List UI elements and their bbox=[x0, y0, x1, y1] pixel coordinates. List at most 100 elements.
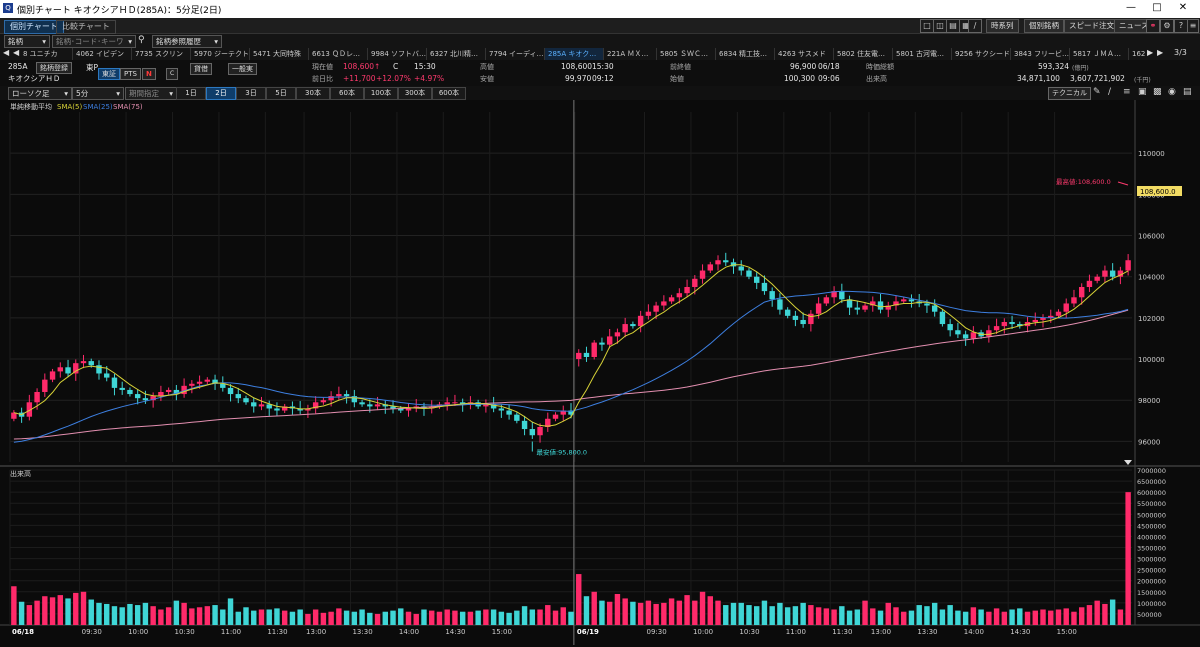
candle-body bbox=[490, 404, 497, 409]
technical-button[interactable]: テクニカル bbox=[1048, 87, 1091, 100]
watchlist-item[interactable]: 1623 ＮＦ鉄… bbox=[1129, 48, 1145, 60]
volume-bar bbox=[730, 602, 737, 625]
price-tick-label: 106000 bbox=[1138, 233, 1165, 241]
candle-body bbox=[591, 342, 597, 357]
volume-bar bbox=[119, 607, 125, 625]
individual-stock-button[interactable]: 個別銘柄 bbox=[1024, 19, 1064, 33]
watchlist-item[interactable]: 9256 サクシード bbox=[952, 48, 1011, 60]
period-button[interactable]: 100本 bbox=[364, 87, 398, 100]
period-button[interactable]: 600本 bbox=[432, 87, 466, 100]
watchlist-item[interactable]: 6327 北川精… bbox=[427, 48, 486, 60]
period-select-dropdown[interactable]: 期間指定 ▾ bbox=[125, 87, 177, 100]
watchlist-item[interactable]: 5471 大同特殊 bbox=[250, 48, 309, 60]
watchlist-item[interactable]: 5970 ジーテクト bbox=[191, 48, 250, 60]
candle-body bbox=[1040, 317, 1046, 320]
save-icon[interactable]: ▣ bbox=[1138, 87, 1147, 97]
tse-button[interactable]: 東証 bbox=[98, 68, 120, 80]
symbol-type-dropdown[interactable]: 銘柄 ▾ bbox=[4, 35, 50, 48]
tab-individual-chart[interactable]: 個別チャート bbox=[4, 20, 64, 34]
volume-bar bbox=[281, 610, 288, 625]
watchlist-item[interactable]: 7735 スクリン bbox=[132, 48, 191, 60]
chart-area[interactable]: 単純移動平均 SMA(5) SMA(25) SMA(75) 出来高 96000 9… bbox=[0, 100, 1200, 645]
tab-compare-chart[interactable]: 比較チャート bbox=[56, 20, 116, 34]
timeseries-button[interactable]: 時系列 bbox=[986, 19, 1019, 33]
watchlist-item[interactable]: 5817 ＪＭＡ… bbox=[1070, 48, 1129, 60]
volume-tick-label: 2000000 bbox=[1137, 578, 1166, 586]
watchlist-item[interactable]: 5802 住友電… bbox=[834, 48, 893, 60]
pts-button[interactable]: PTS bbox=[120, 68, 141, 80]
watchlist-item[interactable]: 4263 サスメド bbox=[775, 48, 834, 60]
price-volume-chart[interactable]: 単純移動平均 SMA(5) SMA(25) SMA(75) 出来高 96000 9… bbox=[0, 100, 1200, 645]
volume-tick-label: 1500000 bbox=[1137, 589, 1166, 597]
volume-bar bbox=[490, 609, 497, 625]
pen-icon[interactable]: ✎ bbox=[1093, 87, 1101, 97]
watchlist-item[interactable]: 6613 ＱＤレ… bbox=[309, 48, 368, 60]
search-icon[interactable]: ⚲ bbox=[138, 35, 145, 45]
volume-bar bbox=[877, 610, 884, 625]
layout-single-icon[interactable]: □ bbox=[920, 19, 934, 33]
volume-bar bbox=[754, 606, 760, 625]
folder-icon[interactable]: ▩ bbox=[1153, 87, 1162, 97]
low-time: 09:12 bbox=[592, 74, 614, 83]
watchlist-item[interactable]: 221A ＭＸ… bbox=[604, 48, 657, 60]
link-icon[interactable]: ⚭ bbox=[1146, 19, 1160, 33]
period-button[interactable]: 60本 bbox=[330, 87, 364, 100]
watchlist-item[interactable]: 4062 イビデン bbox=[73, 48, 132, 60]
period-button[interactable]: 300本 bbox=[398, 87, 432, 100]
drawing-line-icon[interactable]: ∕ bbox=[968, 19, 982, 33]
candle-body bbox=[924, 303, 930, 306]
candle-body bbox=[645, 311, 652, 316]
time-tick-label: 10:00 bbox=[693, 628, 713, 636]
period-button[interactable]: 30本 bbox=[296, 87, 330, 100]
chart-type-dropdown[interactable]: ローソク足 ▾ bbox=[8, 87, 72, 100]
period-button[interactable]: 2日 bbox=[206, 87, 236, 100]
watchlist-prev-icon[interactable]: ◀ bbox=[13, 48, 20, 57]
watchlist-item[interactable]: 9984 ソフトバ… bbox=[368, 48, 427, 60]
window-menu-icon[interactable]: ≡ bbox=[1187, 19, 1199, 33]
minimize-icon[interactable]: — bbox=[1126, 2, 1136, 13]
candle-body bbox=[653, 305, 659, 312]
candle-body bbox=[429, 406, 435, 409]
watchlist-item[interactable]: 285A キオク… bbox=[545, 48, 604, 60]
watchlist-item[interactable]: 8 ユニチカ bbox=[20, 48, 73, 60]
volume-bar bbox=[537, 609, 543, 625]
watchlist-first-icon[interactable]: ◀ bbox=[3, 48, 10, 57]
volume-bar bbox=[1125, 492, 1131, 625]
candle-body bbox=[901, 299, 907, 302]
watchlist-item[interactable]: 5801 古河電… bbox=[893, 48, 952, 60]
candle-body bbox=[111, 377, 118, 388]
close-icon[interactable]: ✕ bbox=[1178, 2, 1188, 13]
watchlist-item[interactable]: 3843 フリービ… bbox=[1011, 48, 1070, 60]
maximize-icon[interactable]: □ bbox=[1152, 2, 1162, 13]
volume-bar bbox=[498, 611, 505, 625]
speed-order-button[interactable]: スピード注文 bbox=[1064, 19, 1119, 33]
help-icon[interactable]: ? bbox=[1174, 19, 1188, 33]
watchlist-item[interactable]: 7794 イーディ… bbox=[486, 48, 545, 60]
list-icon[interactable]: ≡ bbox=[1123, 87, 1131, 97]
volume-bar bbox=[96, 602, 102, 625]
layout-split-vertical-icon[interactable]: ◫ bbox=[933, 19, 947, 33]
candle-body bbox=[26, 402, 33, 417]
period-button[interactable]: 3日 bbox=[236, 87, 266, 100]
watchlist-item[interactable]: 5805 ＳＷＣ… bbox=[657, 48, 716, 60]
symbol-history-dropdown[interactable]: 銘柄参照履歴 ▾ bbox=[152, 35, 222, 48]
layout-split-horizontal-icon[interactable]: ▤ bbox=[946, 19, 960, 33]
grid bbox=[0, 100, 1200, 626]
watchlist-last-icon[interactable]: ▶ bbox=[1157, 48, 1164, 57]
price-change: +11,700 bbox=[343, 74, 376, 83]
symbol-search-input[interactable]: 銘柄･コード･キーワ ▾ bbox=[52, 35, 136, 48]
watchlist-next-icon[interactable]: ▶ bbox=[1147, 48, 1154, 57]
period-button[interactable]: 1日 bbox=[176, 87, 206, 100]
candle-body bbox=[390, 406, 396, 409]
watchlist-item[interactable]: 6834 精工技… bbox=[716, 48, 775, 60]
settings-icon[interactable]: ⚙ bbox=[1160, 19, 1174, 33]
volume-bar bbox=[142, 602, 149, 625]
camera-icon[interactable]: ◉ bbox=[1168, 87, 1176, 97]
register-stock-button[interactable]: 銘柄登録 bbox=[36, 62, 72, 74]
candle-body bbox=[692, 278, 698, 287]
print-icon[interactable]: ▤ bbox=[1183, 87, 1192, 97]
interval-dropdown[interactable]: 5分 ▾ bbox=[72, 87, 124, 100]
ruler-icon[interactable]: ∕ bbox=[1108, 87, 1112, 97]
period-button[interactable]: 5日 bbox=[266, 87, 296, 100]
sma5-line bbox=[13, 264, 1129, 427]
